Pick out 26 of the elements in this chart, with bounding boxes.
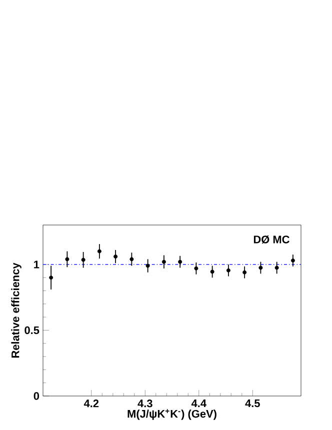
point (146, 264, 150, 268)
point (130, 257, 134, 262)
y-tick-label: 0.5 (24, 326, 40, 334)
point (162, 260, 166, 264)
point (258, 266, 263, 270)
y-tick-label: 1 (34, 260, 40, 268)
point (226, 268, 230, 272)
point (290, 258, 295, 263)
point (210, 270, 214, 274)
x-tick-label: 4.2 (84, 400, 99, 408)
point (194, 266, 198, 270)
point (274, 266, 279, 270)
point (178, 260, 182, 264)
point (49, 276, 54, 280)
x-tick-label: 4.3 (138, 400, 152, 408)
point (81, 258, 86, 262)
point (65, 257, 70, 262)
x-axis-title: M(J/ψK$^{+}$K$^{-}$) (GeV) (128, 409, 216, 420)
y-axis-title: Relative efficiency (11, 262, 22, 358)
x-tick-label: 4.5 (245, 400, 260, 408)
point (114, 254, 118, 259)
y-tick-label: 0 (34, 392, 40, 400)
point (242, 270, 247, 274)
x-tick-label: 4.4 (191, 400, 206, 408)
point (97, 249, 102, 254)
annotation: DØ MC (254, 235, 290, 244)
